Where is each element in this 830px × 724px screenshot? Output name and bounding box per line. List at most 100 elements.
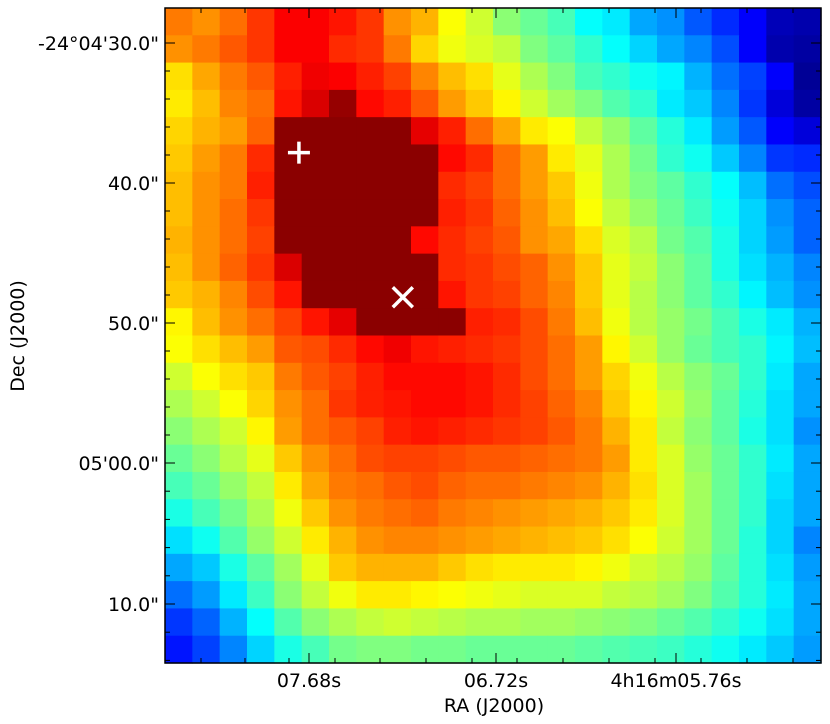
heatmap-cell: [465, 553, 494, 582]
heatmap-cell: [575, 608, 603, 637]
heatmap-cell: [247, 390, 275, 418]
heatmap-cell: [465, 581, 494, 610]
heatmap-cell: [684, 444, 713, 473]
heatmap-cell: [657, 62, 685, 91]
heatmap-cell: [602, 144, 631, 173]
heatmap-cell: [602, 417, 631, 446]
heatmap-cell: [629, 526, 658, 555]
markers: [287, 141, 415, 309]
x-tick-label: 07.68s: [277, 670, 341, 692]
heatmap-cell: [165, 62, 193, 91]
heatmap-cell: [629, 608, 658, 637]
heatmap-cell: [793, 362, 822, 391]
heatmap-cell: [793, 335, 822, 364]
heatmap-cell: [493, 62, 521, 91]
heatmap-cell: [411, 89, 439, 118]
heatmap-cell: [411, 390, 439, 418]
heatmap-cell: [274, 253, 303, 282]
heatmap-cell: [438, 390, 467, 418]
heatmap-cell: [520, 444, 549, 473]
heatmap-cell: [493, 117, 521, 146]
heatmap-cell: [520, 8, 549, 36]
heatmap-cell: [711, 226, 740, 255]
heatmap-cell: [274, 8, 303, 36]
heatmap-cell: [247, 35, 275, 64]
heatmap-cell: [739, 308, 767, 337]
heatmap-cell: [192, 444, 221, 473]
heatmap-cell: [411, 581, 439, 610]
heatmap-cell: [793, 471, 822, 500]
heatmap-cell: [465, 280, 494, 309]
heatmap-cell: [411, 635, 439, 664]
heatmap-cell: [684, 335, 713, 364]
heatmap-cell: [192, 226, 221, 255]
heatmap-cell: [602, 362, 631, 391]
heatmap-cell: [739, 526, 767, 555]
heatmap-cell: [766, 553, 795, 582]
heatmap-cell: [465, 390, 494, 418]
heatmap-cell: [438, 280, 467, 309]
heatmap-cell: [766, 335, 795, 364]
heatmap-cell: [465, 335, 494, 364]
heatmap-cell: [438, 581, 467, 610]
heatmap-cell: [329, 635, 357, 664]
heatmap-cell: [520, 417, 549, 446]
heatmap-cell: [739, 8, 767, 36]
heatmap-cell: [793, 608, 822, 637]
heatmap-cell: [520, 526, 549, 555]
heatmap-cell: [274, 280, 303, 309]
heatmap-cell: [493, 226, 521, 255]
heatmap-cell: [383, 253, 412, 282]
heatmap-cell: [383, 444, 412, 473]
heatmap-cell: [575, 89, 603, 118]
heatmap-cell: [274, 608, 303, 637]
heatmap-cell: [274, 417, 303, 446]
heatmap-cell: [219, 417, 248, 446]
heatmap-cell: [383, 171, 412, 200]
heatmap-cell: [793, 117, 822, 146]
heatmap-cell: [219, 635, 248, 664]
heatmap-cell: [520, 117, 549, 146]
heatmap-cell: [520, 635, 549, 664]
heatmap-cell: [766, 226, 795, 255]
heatmap-cell: [301, 280, 330, 309]
heatmap-cell: [793, 35, 822, 64]
heatmap-cell: [465, 171, 494, 200]
heatmap-cell: [411, 199, 439, 227]
heatmap-cell: [684, 581, 713, 610]
heatmap-cell: [657, 581, 685, 610]
heatmap-cell: [793, 553, 822, 582]
heatmap-cell: [219, 581, 248, 610]
heatmap-cell: [766, 171, 795, 200]
heatmap-cell: [356, 499, 385, 528]
heatmap-cell: [192, 171, 221, 200]
heatmap-cell: [575, 335, 603, 364]
heatmap-cell: [465, 635, 494, 664]
heatmap-cell: [274, 471, 303, 500]
heatmap-cell: [520, 199, 549, 227]
heatmap-cell: [301, 35, 330, 64]
heatmap-cell: [766, 89, 795, 118]
heatmap-cell: [165, 89, 193, 118]
heatmap-cell: [438, 362, 467, 391]
heatmap-cell: [520, 390, 549, 418]
heatmap-cell: [711, 89, 740, 118]
heatmap-cell: [766, 117, 795, 146]
heatmap-cell: [165, 444, 193, 473]
heatmap-cell: [547, 390, 576, 418]
heatmap-cell: [547, 253, 576, 282]
heatmap-cell: [629, 362, 658, 391]
heatmap-cell: [657, 499, 685, 528]
heatmap-cell: [438, 499, 467, 528]
heatmap-cell: [301, 635, 330, 664]
heatmap-cell: [356, 308, 385, 337]
heatmap-cell: [629, 390, 658, 418]
heatmap-cell: [602, 171, 631, 200]
heatmap-cell: [438, 171, 467, 200]
heatmap-cell: [793, 444, 822, 473]
heatmap-cell: [602, 62, 631, 91]
heatmap-cell: [165, 226, 193, 255]
heatmap-cell: [165, 581, 193, 610]
heatmap-cell: [520, 89, 549, 118]
heatmap-cell: [356, 362, 385, 391]
